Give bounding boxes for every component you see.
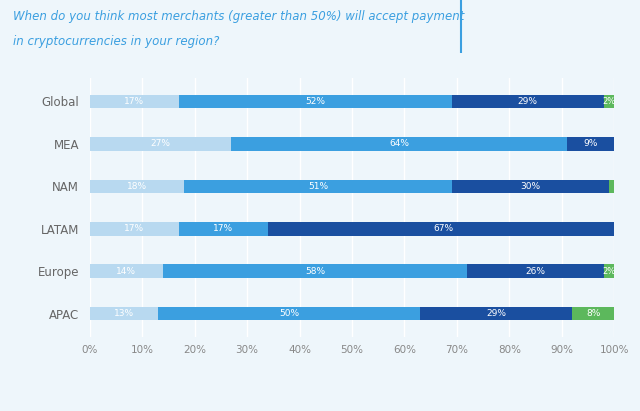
Bar [268,222,620,236]
Bar [90,180,184,193]
Bar [420,307,572,321]
Bar [452,95,604,108]
Bar [90,95,179,108]
Text: 50%: 50% [279,309,299,318]
Text: 13%: 13% [114,309,134,318]
Text: 17%: 17% [124,97,144,106]
Bar [452,180,609,193]
Text: 52%: 52% [305,97,325,106]
Bar [231,137,567,151]
Text: 67%: 67% [434,224,454,233]
Text: in cryptocurrencies in your region?: in cryptocurrencies in your region? [13,35,219,48]
Text: 29%: 29% [486,309,506,318]
Text: 30%: 30% [520,182,541,191]
Bar [90,137,231,151]
Bar [572,307,614,321]
Text: 17%: 17% [124,224,144,233]
Bar [184,180,452,193]
Bar [90,307,158,321]
Text: 2%: 2% [602,267,616,276]
Bar [604,95,614,108]
Text: 2%: 2% [602,97,616,106]
Bar [567,137,614,151]
Text: 14%: 14% [116,267,136,276]
Bar [179,222,268,236]
Text: 51%: 51% [308,182,328,191]
Bar [179,95,452,108]
Text: 58%: 58% [305,267,325,276]
Text: 29%: 29% [518,97,538,106]
Bar [609,180,614,193]
Bar [90,222,179,236]
Text: 26%: 26% [525,267,546,276]
Text: 8%: 8% [586,309,600,318]
Text: 17%: 17% [213,224,234,233]
Bar [604,264,614,278]
Bar [158,307,420,321]
Text: 27%: 27% [150,139,170,148]
Text: 64%: 64% [389,139,409,148]
Bar [163,264,467,278]
Text: 9%: 9% [584,139,598,148]
Bar [467,264,604,278]
Text: When do you think most merchants (greater than 50%) will accept payment: When do you think most merchants (greate… [13,10,464,23]
Bar [90,264,163,278]
Text: 18%: 18% [127,182,147,191]
